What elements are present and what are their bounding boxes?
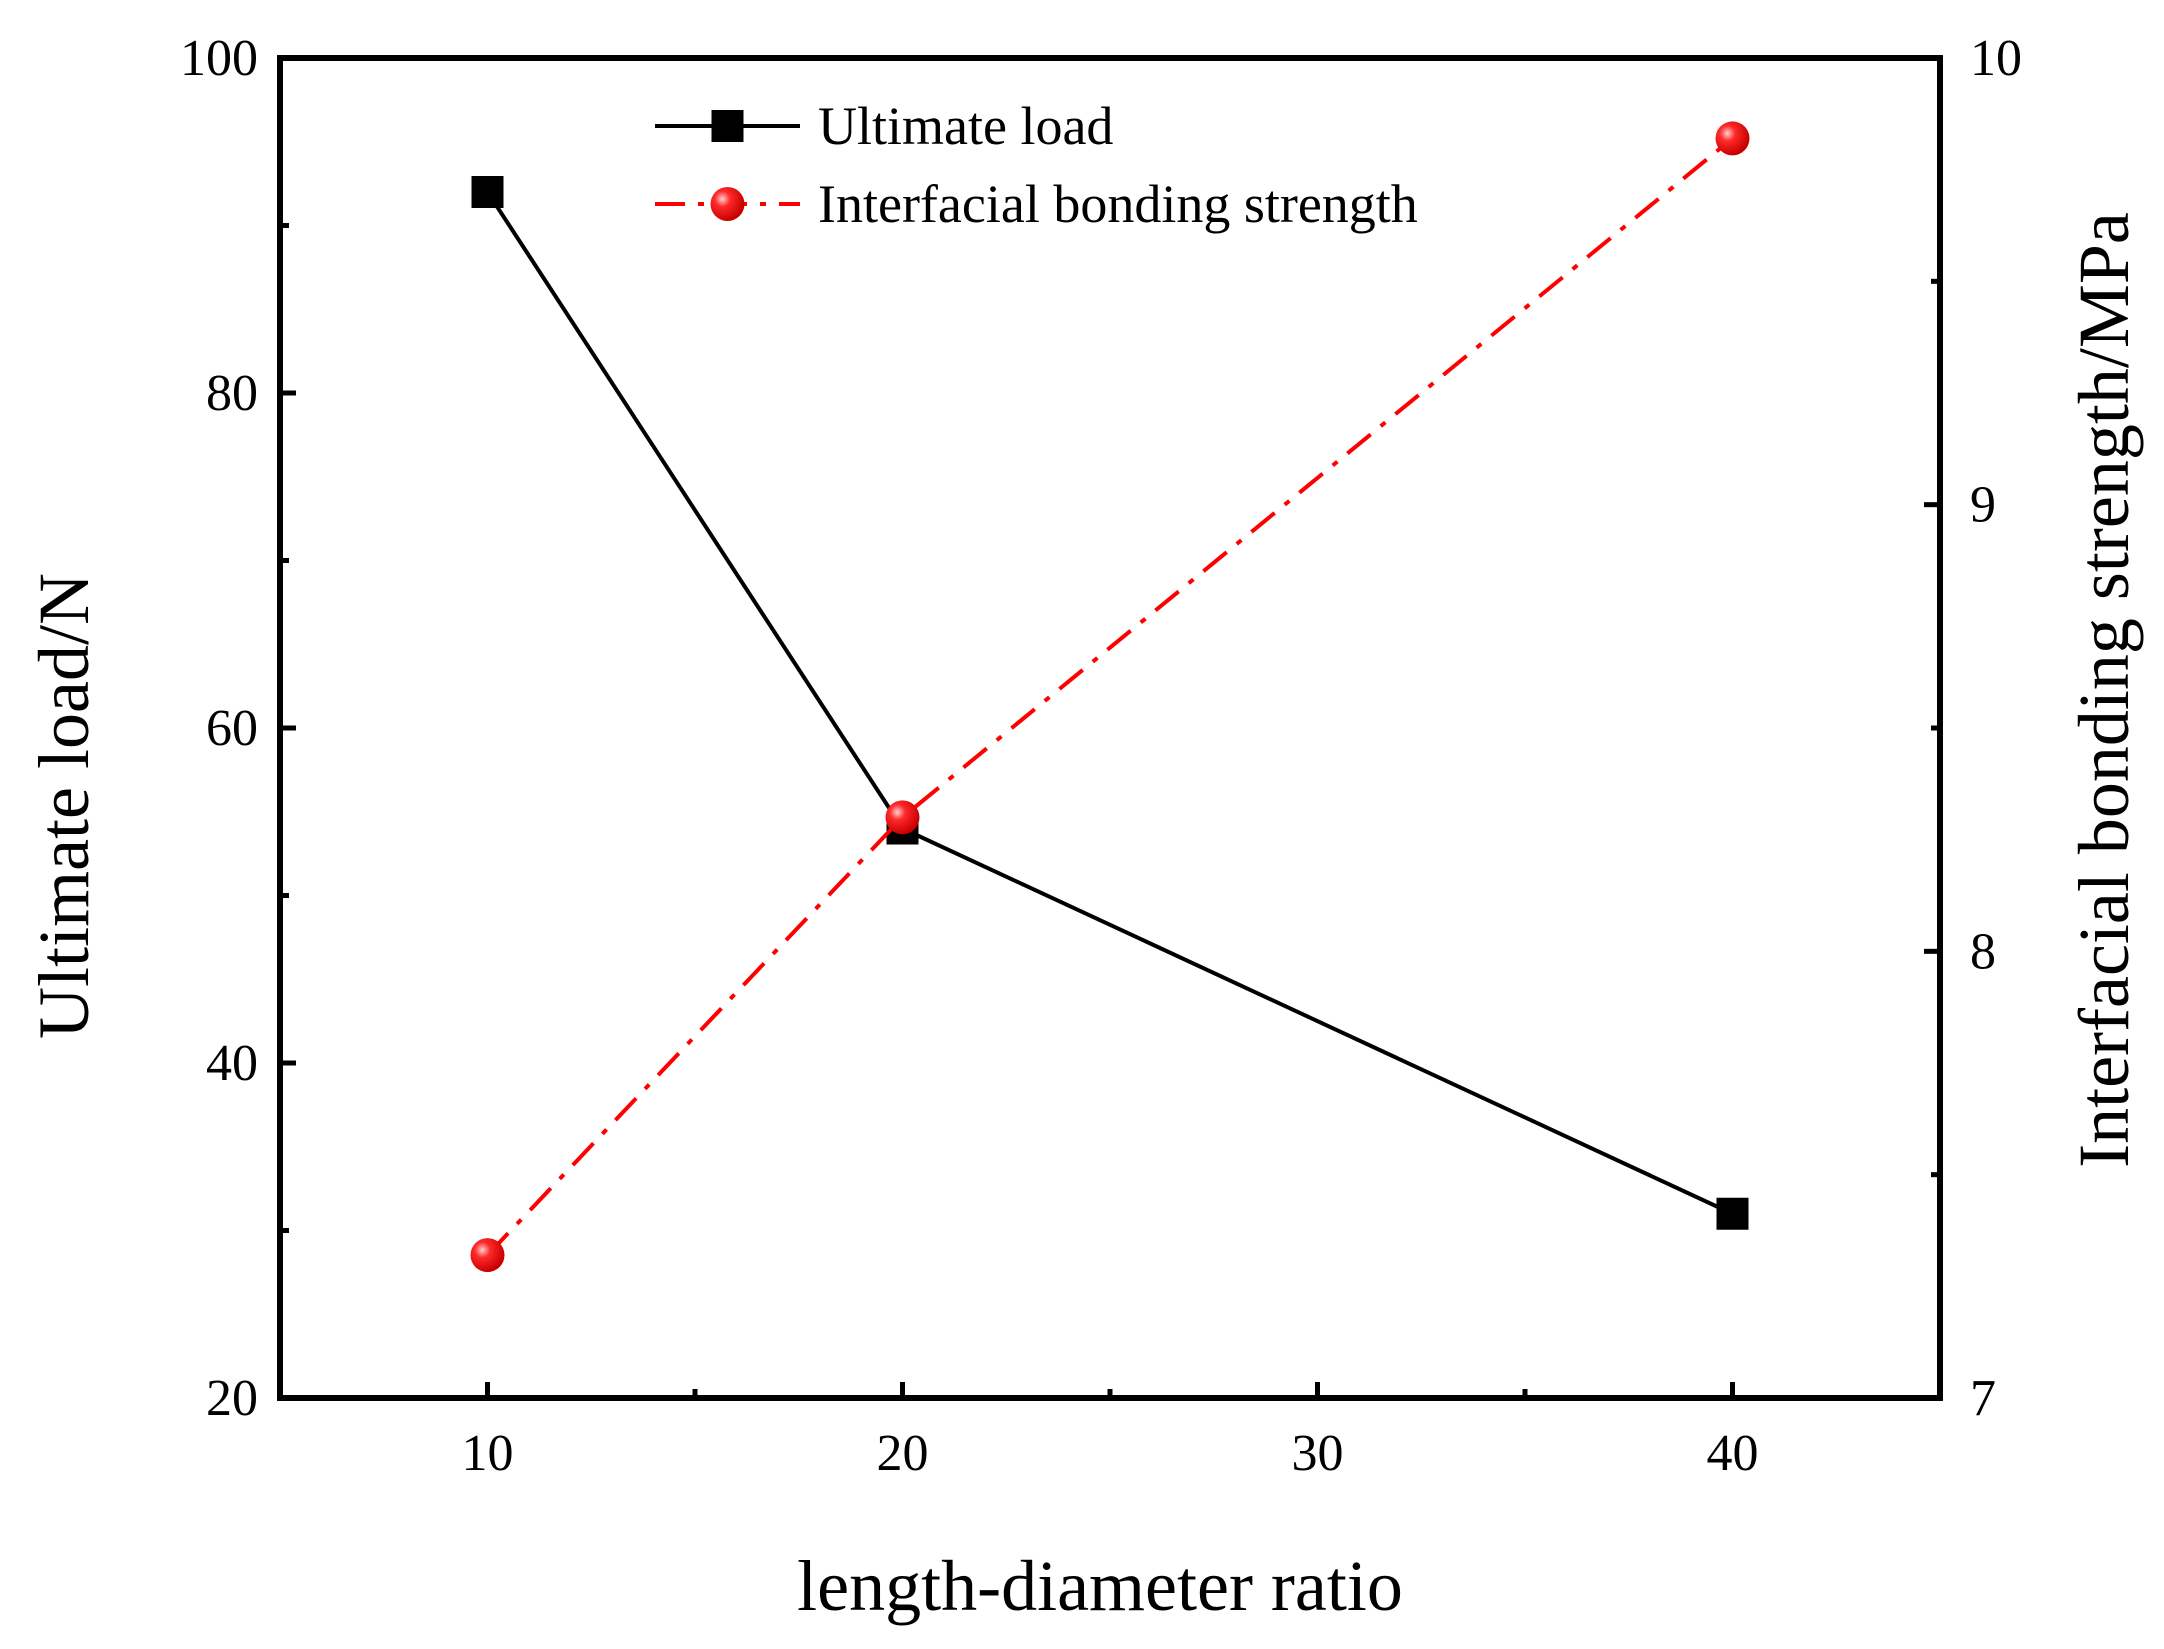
data-point-circle <box>1715 121 1750 156</box>
y-left-tick-label: 60 <box>206 700 258 757</box>
y-left-tick-label: 100 <box>180 30 258 87</box>
legend-marker-square <box>711 110 744 142</box>
data-point-circle <box>470 1238 505 1273</box>
y-axis-right-label: Interfacial bonding strength/MPa <box>2064 212 2144 1168</box>
y-right-tick-label: 9 <box>1970 477 1996 534</box>
x-axis-label: length-diameter ratio <box>797 1546 1403 1626</box>
series-line-2 <box>486 136 1734 1257</box>
y-axis-left-label: Ultimate load/N <box>24 573 104 1039</box>
y-right-tick-label: 10 <box>1970 30 2022 87</box>
data-point-square <box>1716 1197 1749 1230</box>
legend-marker-circle <box>710 187 745 221</box>
y-left-tick-label: 80 <box>206 365 258 422</box>
legend-label: Ultimate load <box>818 96 1113 156</box>
data-point-circle <box>885 800 920 835</box>
y-left-tick-label: 40 <box>206 1035 258 1092</box>
legend-label: Interfacial bonding strength <box>818 174 1418 234</box>
x-tick-label: 40 <box>1707 1425 1759 1482</box>
y-right-tick-label: 8 <box>1970 923 1996 980</box>
data-point-square <box>471 176 504 208</box>
y-left-tick-label: 20 <box>206 1370 258 1427</box>
y-right-tick-label: 7 <box>1970 1370 1996 1427</box>
x-tick-label: 20 <box>877 1425 929 1482</box>
x-tick-label: 10 <box>462 1425 514 1482</box>
x-tick-label: 30 <box>1292 1425 1344 1482</box>
